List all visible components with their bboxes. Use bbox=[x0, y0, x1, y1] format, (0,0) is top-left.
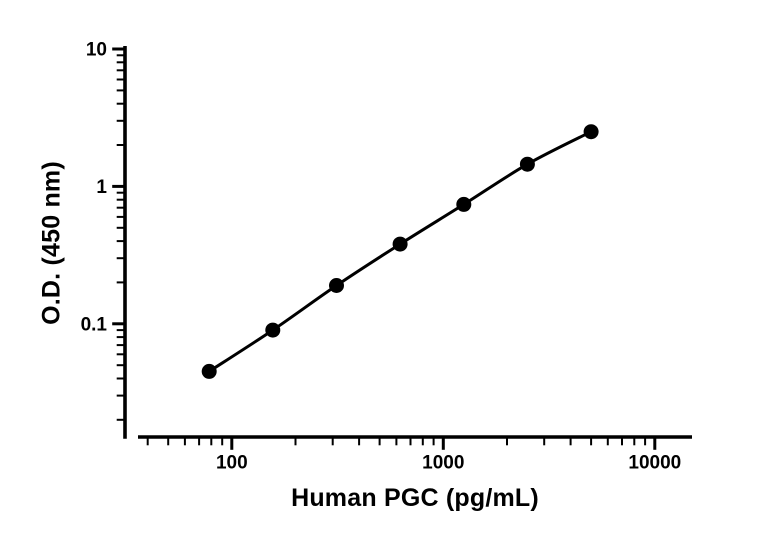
data-point bbox=[329, 278, 344, 293]
y-axis-title: O.D. (450 nm) bbox=[37, 161, 66, 325]
x-tick-label: 10000 bbox=[628, 453, 681, 474]
data-point bbox=[265, 322, 281, 338]
data-point bbox=[519, 156, 535, 172]
data-point bbox=[583, 124, 599, 140]
y-tick-label: 10 bbox=[86, 40, 107, 61]
data-point bbox=[201, 363, 217, 379]
x-axis-title: Human PGC (pg/mL) bbox=[291, 484, 539, 512]
x-tick-label: 1000 bbox=[422, 453, 464, 474]
x-tick-label: 100 bbox=[216, 453, 248, 474]
data-point bbox=[392, 236, 408, 252]
y-tick-label: 1 bbox=[96, 177, 107, 198]
y-tick-label: 0.1 bbox=[81, 314, 108, 335]
data-point bbox=[456, 196, 472, 212]
